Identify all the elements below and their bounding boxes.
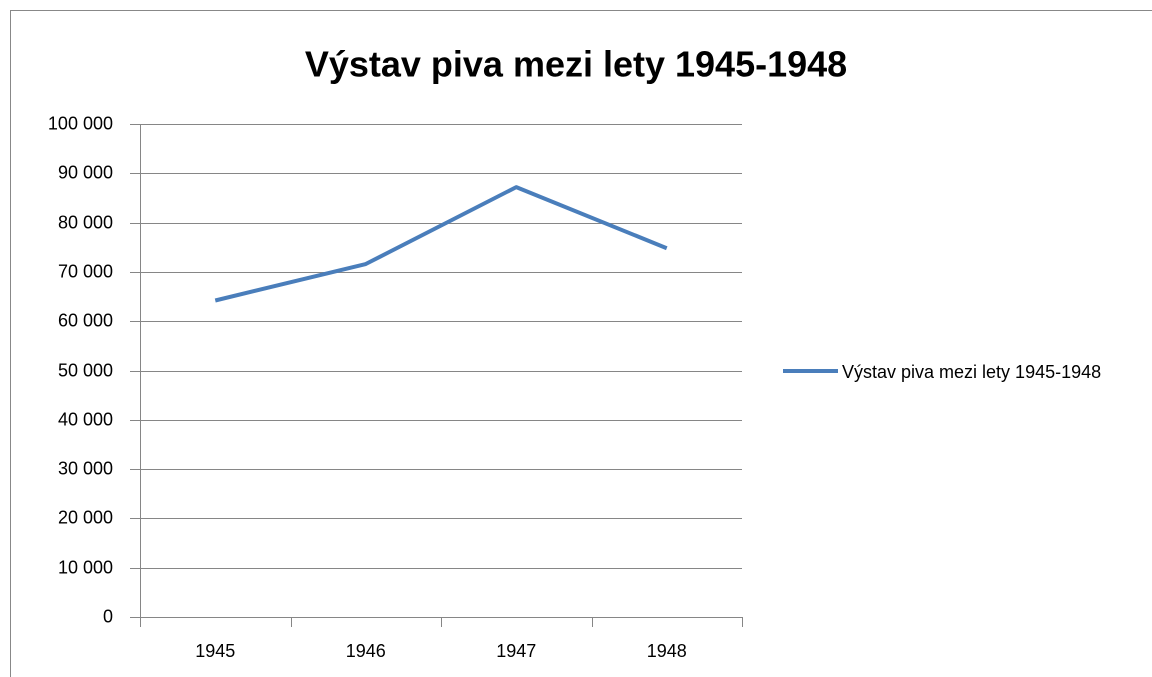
- y-tick-label: 20 000: [58, 507, 113, 527]
- y-tick-label: 30 000: [58, 458, 113, 478]
- y-tick-label: 50 000: [58, 360, 113, 380]
- x-tick-label: 1947: [496, 641, 536, 661]
- y-tick-label: 0: [103, 606, 113, 626]
- legend-label: Výstav piva mezi lety 1945-1948: [842, 362, 1102, 382]
- chart-title: Výstav piva mezi lety 1945-1948: [305, 44, 847, 85]
- y-tick-label: 40 000: [58, 409, 113, 429]
- data-line: [214, 185, 668, 303]
- y-tick-label: 60 000: [58, 310, 113, 330]
- y-tick-label: 70 000: [58, 261, 113, 281]
- y-tick-label: 90 000: [58, 162, 113, 182]
- y-tick-label: 100 000: [48, 113, 113, 133]
- y-tick-label: 80 000: [58, 212, 113, 232]
- x-tick-label: 1946: [346, 641, 386, 661]
- x-tick-label: 1948: [647, 641, 687, 661]
- chart-border: [10, 10, 1152, 677]
- x-tick-label: 1945: [195, 641, 235, 661]
- y-tick-label: 10 000: [58, 557, 113, 577]
